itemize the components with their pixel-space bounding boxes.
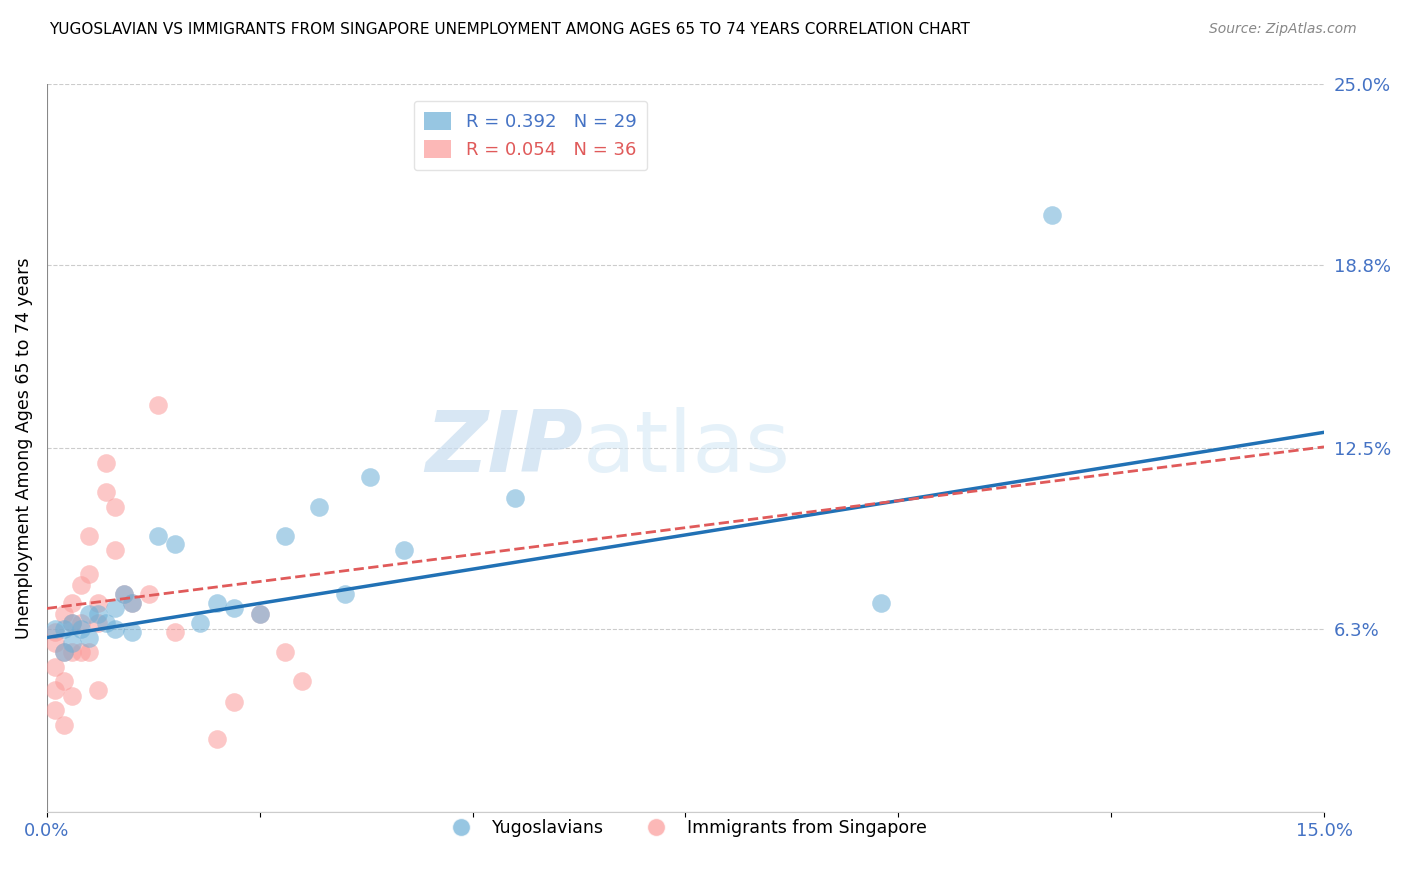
Point — [138, 587, 160, 601]
Point — [79, 529, 101, 543]
Point — [333, 587, 356, 601]
Point — [274, 645, 297, 659]
Point — [1040, 209, 1063, 223]
Point — [503, 491, 526, 505]
Point — [44, 624, 66, 639]
Point — [79, 645, 101, 659]
Point — [52, 645, 75, 659]
Point — [62, 636, 84, 650]
Point — [44, 659, 66, 673]
Point — [249, 607, 271, 622]
Point — [44, 636, 66, 650]
Point — [79, 566, 101, 581]
Point — [87, 682, 110, 697]
Point — [87, 607, 110, 622]
Point — [96, 456, 118, 470]
Point — [205, 596, 228, 610]
Point — [70, 645, 93, 659]
Point — [96, 485, 118, 500]
Point — [52, 674, 75, 689]
Legend: Yugoslavians, Immigrants from Singapore: Yugoslavians, Immigrants from Singapore — [437, 812, 935, 844]
Point — [121, 596, 143, 610]
Point — [70, 622, 93, 636]
Point — [394, 543, 416, 558]
Point — [112, 587, 135, 601]
Point — [104, 601, 127, 615]
Text: ZIP: ZIP — [426, 407, 583, 490]
Point — [87, 615, 110, 630]
Point — [70, 578, 93, 592]
Point — [96, 615, 118, 630]
Point — [87, 596, 110, 610]
Y-axis label: Unemployment Among Ages 65 to 74 years: Unemployment Among Ages 65 to 74 years — [15, 258, 32, 639]
Point — [146, 529, 169, 543]
Point — [291, 674, 314, 689]
Point — [44, 703, 66, 717]
Point — [104, 543, 127, 558]
Text: YUGOSLAVIAN VS IMMIGRANTS FROM SINGAPORE UNEMPLOYMENT AMONG AGES 65 TO 74 YEARS : YUGOSLAVIAN VS IMMIGRANTS FROM SINGAPORE… — [49, 22, 970, 37]
Point — [52, 622, 75, 636]
Point — [44, 622, 66, 636]
Point — [70, 615, 93, 630]
Point — [79, 607, 101, 622]
Point — [52, 645, 75, 659]
Point — [52, 718, 75, 732]
Point — [121, 624, 143, 639]
Point — [62, 689, 84, 703]
Point — [205, 732, 228, 747]
Text: Source: ZipAtlas.com: Source: ZipAtlas.com — [1209, 22, 1357, 37]
Point — [62, 645, 84, 659]
Point — [308, 500, 330, 514]
Point — [359, 470, 381, 484]
Point — [79, 631, 101, 645]
Point — [112, 587, 135, 601]
Point — [188, 615, 211, 630]
Point — [44, 682, 66, 697]
Point — [121, 596, 143, 610]
Point — [163, 537, 186, 551]
Point — [870, 596, 893, 610]
Point — [274, 529, 297, 543]
Point — [224, 601, 246, 615]
Text: atlas: atlas — [583, 407, 792, 490]
Point — [62, 615, 84, 630]
Point — [52, 607, 75, 622]
Point — [62, 615, 84, 630]
Point — [224, 695, 246, 709]
Point — [249, 607, 271, 622]
Point — [104, 622, 127, 636]
Point — [104, 500, 127, 514]
Point — [62, 596, 84, 610]
Point — [146, 398, 169, 412]
Point — [163, 624, 186, 639]
